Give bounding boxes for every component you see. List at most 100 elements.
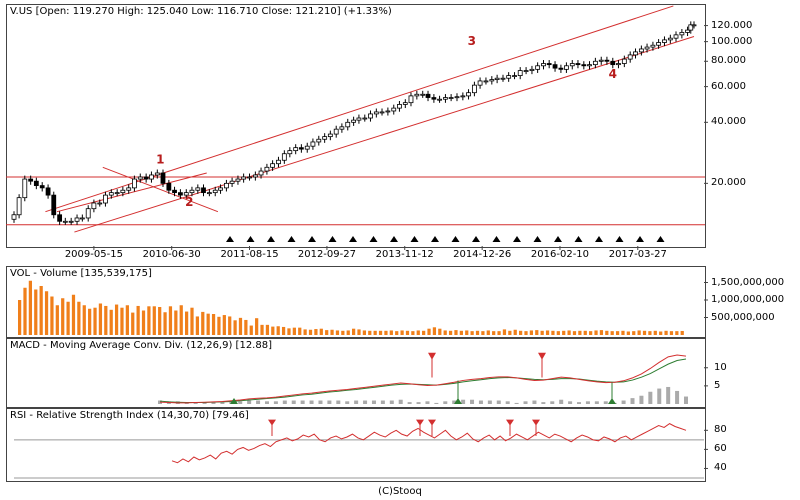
candle-body <box>691 24 697 27</box>
x-tick-label: 2017-03-27 <box>608 249 667 260</box>
volume-bar <box>217 316 221 335</box>
volume-bar <box>545 330 550 335</box>
volume-bar <box>335 330 340 335</box>
candle-body <box>575 63 581 66</box>
dividend-marker <box>595 236 603 242</box>
volume-bar <box>605 330 609 335</box>
candle-body <box>183 192 189 196</box>
volume-bar <box>529 330 534 335</box>
volume-bar <box>357 329 361 335</box>
volume-bar <box>642 330 647 335</box>
rsi-sell-marker <box>506 419 514 426</box>
price-tick-label: 20.000 <box>711 177 746 189</box>
candle-body <box>333 128 339 135</box>
macd-histogram-bar <box>380 400 385 404</box>
candle-body <box>264 166 270 172</box>
volume-title: VOL - Volume [135,539,175] <box>10 268 152 279</box>
volume-bar <box>206 313 210 335</box>
macd-histogram-bar <box>318 400 323 404</box>
volume-bar <box>610 331 614 335</box>
macd-buy-marker <box>608 398 616 404</box>
volume-bar <box>405 330 410 335</box>
macd-histogram-bar <box>559 399 564 404</box>
candle-body <box>644 46 650 50</box>
candle-body <box>126 187 132 191</box>
dividend-marker <box>226 236 234 242</box>
macd-histogram-bar <box>345 401 350 404</box>
dividend-marker <box>472 236 480 242</box>
candle-body <box>679 32 685 36</box>
volume-bar <box>416 330 420 335</box>
volume-bar <box>244 319 248 335</box>
candle-body <box>477 80 483 86</box>
volume-bar <box>459 330 463 335</box>
price-title: V.US [Open: 119.270 High: 125.040 Low: 1… <box>10 6 392 17</box>
volume-bar <box>422 330 426 335</box>
volume-bar <box>39 286 43 335</box>
trend-line-1 <box>74 36 695 233</box>
rsi-sell-marker <box>268 419 276 426</box>
macd-histogram-bar <box>594 401 599 404</box>
candle-body <box>160 172 166 184</box>
x-tick-label: 2014-12-26 <box>453 249 512 260</box>
rsi-line <box>171 423 687 464</box>
candle-body <box>316 138 322 143</box>
candle-body <box>62 220 68 223</box>
macd-histogram-bar <box>461 399 466 404</box>
volume-bar <box>98 303 103 335</box>
volume-bar <box>114 304 119 335</box>
macd-histogram-bar <box>434 402 439 404</box>
candle-body <box>310 141 316 147</box>
volume-bar <box>120 307 124 335</box>
candle-body <box>97 202 103 205</box>
volume-bar <box>475 330 480 335</box>
volume-bar <box>61 298 65 335</box>
candle-body <box>16 197 22 216</box>
candle-body <box>276 159 281 165</box>
volume-bar <box>589 331 593 335</box>
candle-body <box>633 51 638 56</box>
macd-histogram-bar <box>211 402 216 404</box>
macd-histogram-bar <box>639 395 644 404</box>
candle-body <box>397 104 402 109</box>
volume-bar <box>346 330 350 335</box>
volume-bar <box>136 305 140 335</box>
candle-body <box>293 147 299 152</box>
macd-histogram-bar <box>327 400 332 404</box>
volume-bar <box>330 329 334 335</box>
candle-body <box>454 96 460 99</box>
volume-bar <box>18 300 22 335</box>
x-tick-label: 2010-06-30 <box>142 249 201 260</box>
candle-body <box>166 182 172 191</box>
volume-bar <box>599 330 604 335</box>
candle-body <box>443 97 448 100</box>
macd-histogram-bar <box>532 400 537 404</box>
volume-bar <box>298 327 302 335</box>
macd-histogram-bar <box>264 401 269 404</box>
candle-body <box>28 178 34 182</box>
volume-bar <box>389 330 393 335</box>
dividend-marker <box>246 236 255 242</box>
volume-bar <box>524 331 528 335</box>
trend-line-2 <box>102 166 219 213</box>
candle-body <box>247 176 252 179</box>
dividend-marker <box>451 236 460 242</box>
candle-body <box>252 174 258 178</box>
candle-body <box>466 92 471 97</box>
candle-body <box>132 178 137 189</box>
volume-bar <box>88 308 92 335</box>
volume-bar <box>163 312 167 335</box>
volume-bar <box>664 330 668 335</box>
dividend-marker <box>513 236 521 242</box>
dividend-marker <box>533 236 542 242</box>
macd-histogram-bar <box>452 400 457 404</box>
volume-bar <box>260 324 264 335</box>
volume-bar <box>179 305 183 335</box>
volume-bar <box>238 317 243 335</box>
macd-histogram-bar <box>603 401 608 404</box>
macd-histogram-bar <box>256 400 261 404</box>
candle-body <box>587 64 592 67</box>
volume-bar <box>319 328 323 335</box>
macd-histogram-bar <box>309 400 314 404</box>
candle-body <box>137 176 143 180</box>
